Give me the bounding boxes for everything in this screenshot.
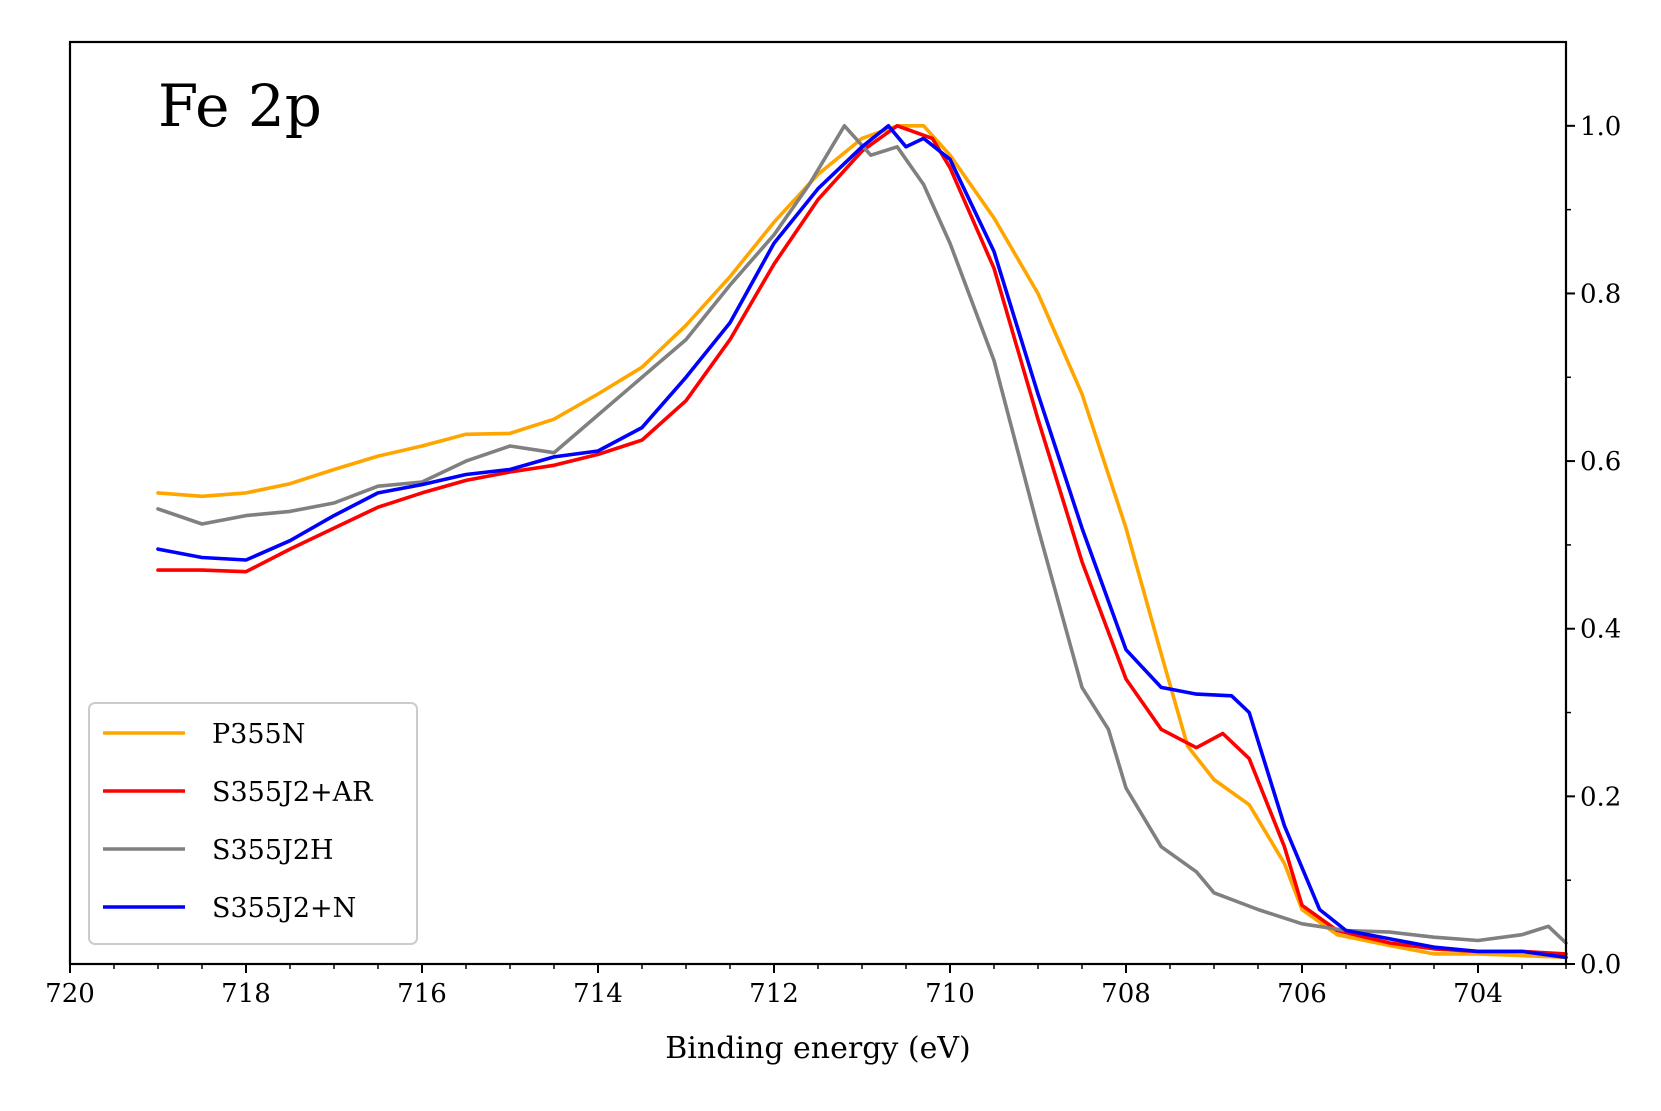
x-tick-label: 720 <box>45 979 95 1009</box>
x-tick-label: 712 <box>749 979 799 1009</box>
legend-label: S355J2+N <box>212 893 356 924</box>
series-line-p355n <box>156 124 1568 960</box>
y-axis: 0.0 0.2 0.4 0.6 0.8 1.0 <box>1566 112 1621 980</box>
y-tick-label: 0.0 <box>1580 950 1621 980</box>
x-tick-label: 708 <box>1101 979 1151 1009</box>
y-tick-label: 0.8 <box>1580 279 1621 309</box>
x-tick-label: 714 <box>573 979 623 1009</box>
y-tick-label: 1.0 <box>1580 112 1621 142</box>
legend: P355N S355J2+AR S355J2H S355J2+N <box>88 702 418 945</box>
y-tick-label: 0.4 <box>1580 615 1621 645</box>
y-tick-label: 0.2 <box>1580 782 1621 812</box>
legend-box <box>88 702 418 945</box>
legend-label: S355J2H <box>212 835 334 866</box>
legend-label: S355J2+AR <box>212 777 373 808</box>
x-axis: 720 718 716 714 712 710 708 706 704 <box>45 964 1567 1009</box>
x-tick-label: 716 <box>397 979 447 1009</box>
x-tick-label: 718 <box>221 979 271 1009</box>
series-line-s355j2-ar <box>156 124 1568 956</box>
series-line-s355j2h <box>156 124 1568 945</box>
x-tick-label: 706 <box>1277 979 1327 1009</box>
x-tick-label: 710 <box>925 979 975 1009</box>
x-axis-title: Binding energy (eV) <box>665 1031 971 1066</box>
panel-label: Fe 2p <box>158 72 322 140</box>
x-tick-label: 704 <box>1453 979 1503 1009</box>
legend-label: P355N <box>212 719 305 750</box>
y-tick-label: 0.6 <box>1580 447 1621 477</box>
series-line-s355j2-n <box>156 124 1568 960</box>
series-layer <box>156 124 1568 960</box>
